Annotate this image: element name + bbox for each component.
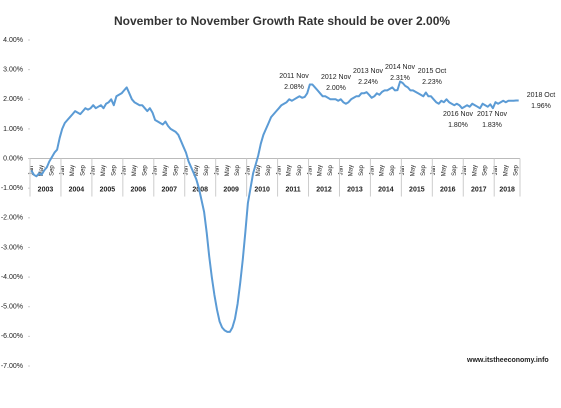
x-tick-label: Sep [359, 165, 365, 176]
annotation-value: 2.08% [284, 84, 304, 91]
annotation-value: 2.24% [358, 79, 378, 86]
x-tick-label: Sep [49, 165, 55, 176]
year-label: 2012 [316, 186, 332, 193]
x-tick-label: Sep [390, 165, 396, 176]
x-tick-label: Jan [91, 166, 97, 176]
x-tick-label: Sep [421, 165, 427, 176]
year-label: 2016 [440, 186, 456, 193]
annotation-value: 1.96% [531, 103, 551, 110]
y-tick-label: -5.00% [1, 304, 23, 311]
x-tick-label: Sep [452, 165, 458, 176]
x-tick-label: Jan [60, 166, 66, 176]
x-tick-label: Sep [514, 165, 520, 176]
x-tick-label: Sep [297, 165, 303, 176]
annotation-date: 2012 Nov [321, 74, 351, 81]
x-tick-label: Jan [153, 166, 159, 176]
y-tick-label: -6.00% [1, 333, 23, 340]
x-tick-label: May [503, 165, 509, 176]
x-tick-label: May [225, 165, 231, 176]
x-tick-label: Jan [276, 166, 282, 176]
x-tick-label: Sep [111, 165, 117, 176]
year-label: 2017 [471, 186, 487, 193]
x-tick-label: Sep [235, 165, 241, 176]
annotation-date: 2016 Nov [443, 111, 473, 118]
source: www.itstheeconomy.info [466, 357, 549, 364]
x-tick-label: Jan [462, 166, 468, 176]
x-tick-label: May [472, 165, 478, 176]
x-tick-label: Jan [369, 166, 375, 176]
x-tick-label: May [349, 165, 355, 176]
x-tick-label: May [132, 165, 138, 176]
year-label: 2006 [131, 186, 147, 193]
x-tick-label: May [318, 165, 324, 176]
year-label: 2009 [223, 186, 239, 193]
y-tick-label: -1.00% [1, 185, 23, 192]
x-tick-label: Jan [184, 166, 190, 176]
y-tick-label: 4.00% [3, 37, 23, 44]
x-tick-label: Jan [122, 166, 128, 176]
x-tick-label: Jan [431, 166, 437, 176]
year-label: 2010 [254, 186, 270, 193]
annotation-date: 2017 Nov [477, 111, 507, 118]
annotation-date: 2014 Nov [385, 64, 415, 71]
annotation-date: 2011 Nov [279, 73, 309, 80]
x-tick-label: Jan [307, 166, 313, 176]
chart-title: November to November Growth Rate should … [114, 14, 450, 28]
year-label: 2004 [69, 186, 85, 193]
year-label: 2015 [409, 186, 425, 193]
x-tick-label: May [411, 165, 417, 176]
y-tick-label: 2.00% [3, 96, 23, 103]
year-label: 2018 [499, 186, 515, 193]
x-tick-label: May [39, 165, 45, 176]
annotation-value: 1.80% [448, 122, 468, 129]
x-tick-label: Sep [142, 165, 148, 176]
year-label: 2013 [347, 186, 363, 193]
annotation-value: 2.31% [390, 75, 410, 82]
x-tick-label: May [70, 165, 76, 176]
x-tick-label: May [163, 165, 169, 176]
x-tick-label: Jan [245, 166, 251, 176]
x-tick-label: May [441, 165, 447, 176]
x-tick-label: May [101, 165, 107, 176]
y-tick-label: 0.00% [3, 155, 23, 162]
x-tick-label: Sep [80, 165, 86, 176]
y-tick-label: -2.00% [1, 215, 23, 222]
x-tick-label: Sep [483, 165, 489, 176]
annotation-date: 2018 Oct [527, 92, 555, 99]
x-tick-label: May [194, 165, 200, 176]
annotation-date: 2013 Nov [353, 68, 383, 75]
annotation-value: 2.00% [326, 85, 346, 92]
y-tick-label: 1.00% [3, 126, 23, 133]
y-tick-label: 3.00% [3, 66, 23, 73]
x-tick-label: Sep [328, 165, 334, 176]
x-tick-label: May [380, 165, 386, 176]
y-tick-label: -3.00% [1, 244, 23, 251]
year-label: 2003 [38, 186, 54, 193]
x-tick-label: Jan [215, 166, 221, 176]
year-label: 2014 [378, 186, 394, 193]
series-line [30, 80, 519, 333]
x-tick-label: Sep [173, 165, 179, 176]
x-tick-label: Jan [338, 166, 344, 176]
annotation-date: 2015 Oct [418, 68, 446, 75]
x-tick-label: Jan [400, 166, 406, 176]
x-tick-label: Sep [266, 165, 272, 176]
annotation-value: 1.83% [482, 122, 502, 129]
year-label: 2011 [285, 186, 300, 193]
y-tick-label: -7.00% [1, 363, 23, 370]
x-tick-label: Jan [493, 166, 499, 176]
x-tick-label: Sep [204, 165, 210, 176]
year-label: 2007 [161, 186, 177, 193]
x-tick-label: May [287, 165, 293, 176]
x-tick-label: May [256, 165, 262, 176]
y-tick-label: -4.00% [1, 274, 23, 281]
annotation-value: 2.23% [422, 79, 442, 86]
year-label: 2005 [100, 186, 116, 193]
